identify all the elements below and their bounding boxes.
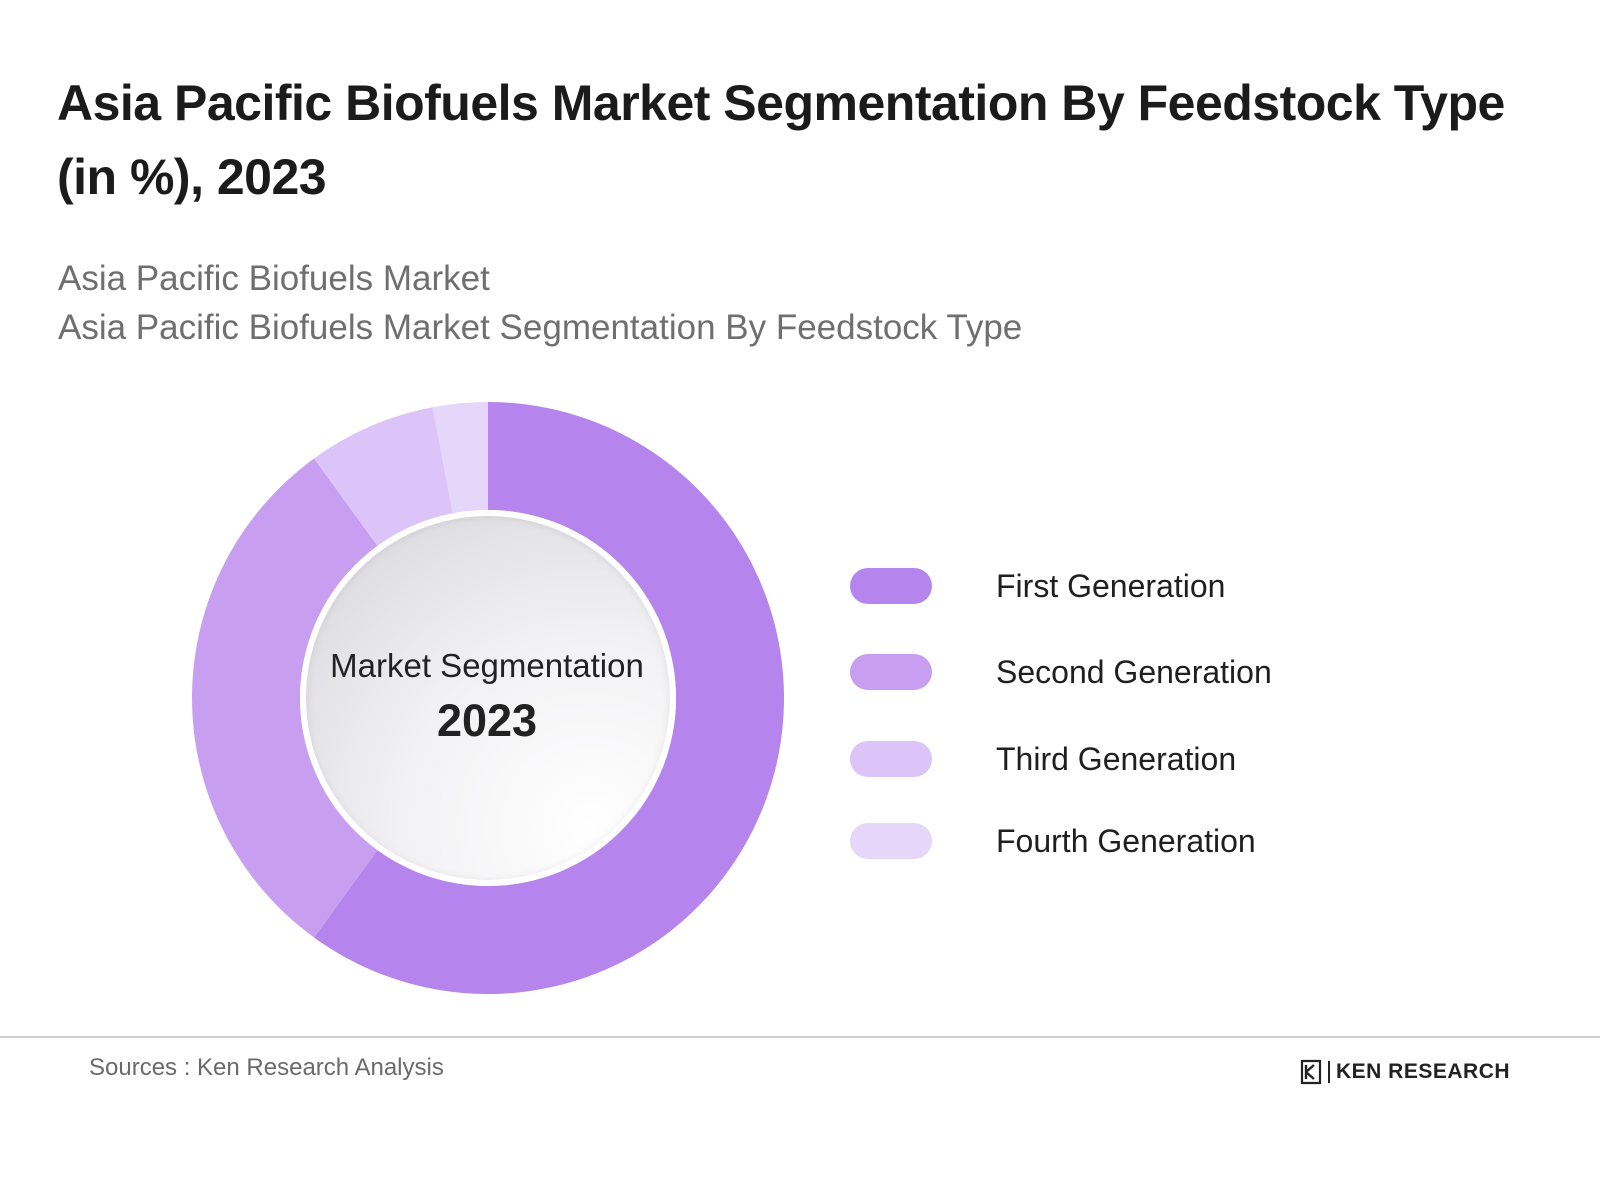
legend-swatch-first-generation	[850, 568, 932, 604]
center-label-year: 2023	[436, 695, 538, 746]
ken-research-logo-icon	[1300, 1059, 1322, 1085]
slice-third-generation	[314, 407, 453, 546]
donut-slices	[191, 402, 785, 994]
legend-label-fourth-generation: Fourth Generation	[996, 822, 1256, 859]
legend-label-first-generation: First Generation	[996, 567, 1226, 604]
logo-separator	[1328, 1061, 1330, 1083]
footer-divider	[0, 1036, 1600, 1038]
legend-item-second-generation: Second Generation	[850, 653, 1272, 691]
legend-label-second-generation: Second Generation	[996, 653, 1272, 690]
logo-text: KEN RESEARCH	[1336, 1060, 1511, 1083]
legend-swatch-fourth-generation	[850, 823, 932, 859]
center-label-text: Market Segmentation	[330, 647, 644, 684]
slice-first-generation	[314, 402, 785, 994]
legend-item-first-generation: First Generation	[850, 567, 1225, 605]
legend-swatch-third-generation	[850, 741, 932, 777]
legend-item-third-generation: Third Generation	[850, 740, 1236, 778]
donut-center-label: Market Segmentation 2023	[301, 512, 673, 884]
ken-research-logo: KEN RESEARCH	[1300, 1057, 1510, 1087]
slice-second-generation	[191, 458, 378, 938]
chart-subtitle-market: Asia Pacific Biofuels Market	[58, 259, 490, 298]
legend-item-fourth-generation: Fourth Generation	[850, 822, 1256, 860]
legend-swatch-second-generation	[850, 654, 932, 690]
source-note: Sources : Ken Research Analysis	[89, 1054, 444, 1081]
legend-label-third-generation: Third Generation	[996, 740, 1237, 777]
chart-subtitle-segmentation: Asia Pacific Biofuels Market Segmentatio…	[58, 308, 1023, 347]
slice-fourth-generation	[432, 402, 488, 514]
chart-title: Asia Pacific Biofuels Market Segmentatio…	[57, 75, 1505, 205]
donut-center-disc	[306, 516, 670, 880]
